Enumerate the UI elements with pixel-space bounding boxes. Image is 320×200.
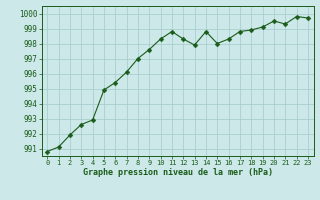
X-axis label: Graphe pression niveau de la mer (hPa): Graphe pression niveau de la mer (hPa) — [83, 168, 273, 177]
